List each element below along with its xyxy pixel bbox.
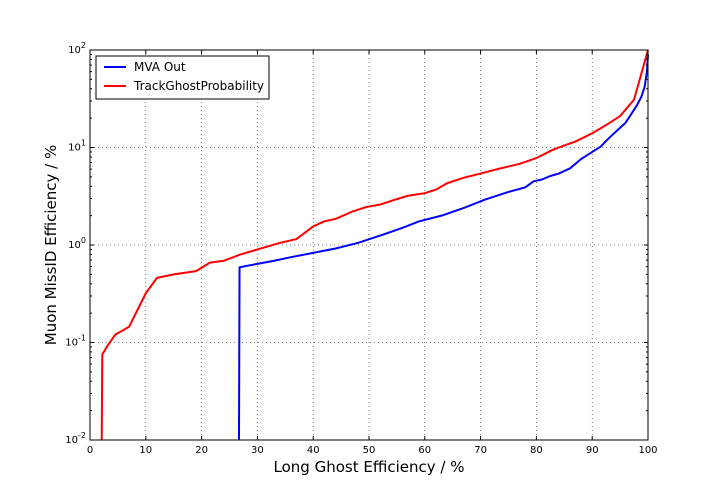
- series-layer: [100, 49, 649, 441]
- legend-label-trackghostprobability: TrackGhostProbability: [133, 79, 264, 93]
- x-tick-label: 40: [307, 445, 320, 456]
- x-tick-label: 70: [474, 445, 487, 456]
- x-tick-label: 90: [586, 445, 599, 456]
- y-tick-label: 102: [68, 41, 86, 56]
- x-tick-label: 0: [87, 445, 93, 456]
- legend: MVA Out TrackGhostProbability: [95, 55, 270, 100]
- plot-area-frame: [89, 49, 649, 441]
- series-line-trackghostprobability: [100, 49, 649, 441]
- y-tick-label: 100: [68, 236, 86, 251]
- x-tick-label: 30: [251, 445, 264, 456]
- x-tick-label: 50: [363, 445, 376, 456]
- x-tick-label: 80: [530, 445, 543, 456]
- grid-lines: [90, 50, 648, 440]
- legend-box: [95, 55, 270, 100]
- y-tick-label: 10-1: [65, 334, 86, 349]
- x-tick-label: 10: [139, 445, 152, 456]
- x-tick-label: 20: [195, 445, 208, 456]
- x-axis-label: Long Ghost Efficiency / %: [274, 458, 465, 476]
- y-axis-label: Muon MissID Efficiency / %: [42, 145, 60, 345]
- y-tick-label: 101: [68, 139, 86, 154]
- legend-label-mva-out: MVA Out: [134, 60, 186, 74]
- axis-ticks: [89, 49, 649, 441]
- y-tick-label: 10-2: [65, 431, 86, 446]
- series-line-mva-out: [237, 54, 649, 441]
- tick-labels: 0 10 20 30 40 50 60 70 80 90 100 10-2 10-1 100 101 102: [65, 41, 657, 456]
- x-tick-label: 100: [638, 445, 657, 456]
- x-tick-label: 60: [418, 445, 431, 456]
